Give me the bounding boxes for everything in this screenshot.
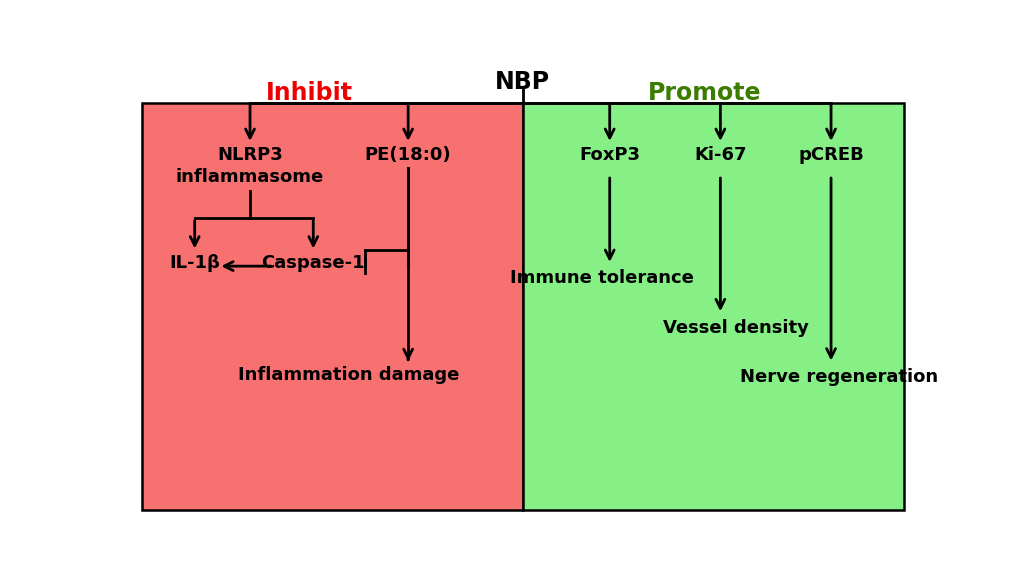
- Bar: [142, 102, 523, 510]
- Text: FoxP3: FoxP3: [579, 146, 640, 164]
- Text: pCREB: pCREB: [798, 146, 863, 164]
- Text: IL-1β: IL-1β: [169, 254, 220, 272]
- Text: Nerve regeneration: Nerve regeneration: [739, 368, 937, 386]
- Bar: [523, 102, 903, 510]
- Text: Immune tolerance: Immune tolerance: [510, 269, 693, 288]
- Text: Inhibit: Inhibit: [266, 81, 353, 105]
- Text: NLRP3
inflammasome: NLRP3 inflammasome: [175, 146, 324, 186]
- Text: NBP: NBP: [494, 70, 550, 94]
- Text: PE(18:0): PE(18:0): [365, 146, 451, 164]
- Text: Caspase-1: Caspase-1: [261, 254, 365, 272]
- Text: Promote: Promote: [647, 81, 760, 105]
- Text: Inflammation damage: Inflammation damage: [237, 365, 460, 384]
- Text: Ki-67: Ki-67: [694, 146, 746, 164]
- Text: Vessel density: Vessel density: [662, 318, 808, 336]
